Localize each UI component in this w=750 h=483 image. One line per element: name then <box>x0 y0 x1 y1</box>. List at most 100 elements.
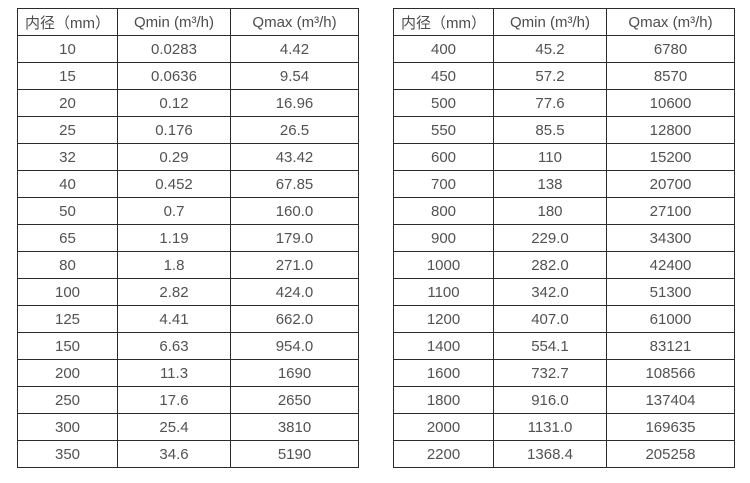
qmax-cell: 34300 <box>606 224 735 252</box>
table-row: 65 1.19 179.0 <box>17 224 359 252</box>
qmin-cell: 2.82 <box>117 278 231 306</box>
qmax-cell: 954.0 <box>230 332 359 360</box>
table-row: 900 229.0 34300 <box>393 224 735 252</box>
qmin-cell: 45.2 <box>493 35 607 63</box>
qmin-cell: 17.6 <box>117 386 231 414</box>
qmax-header: Qmax (m³/h) <box>606 8 735 36</box>
diameter-cell: 500 <box>393 89 494 117</box>
table-row: 1000 282.0 42400 <box>393 251 735 279</box>
qmin-cell: 0.29 <box>117 143 231 171</box>
diameter-cell: 65 <box>17 224 118 252</box>
table-row: 40 0.452 67.85 <box>17 170 359 198</box>
table-row: 25 0.176 26.5 <box>17 116 359 144</box>
diameter-cell: 1600 <box>393 359 494 387</box>
qmax-header: Qmax (m³/h) <box>230 8 359 36</box>
qmin-cell: 4.41 <box>117 305 231 333</box>
diameter-cell: 350 <box>17 440 118 468</box>
table-row: 300 25.4 3810 <box>17 413 359 441</box>
qmin-cell: 342.0 <box>493 278 607 306</box>
header-row: 内径（mm） Qmin (m³/h) Qmax (m³/h) <box>393 8 735 36</box>
table-row: 125 4.41 662.0 <box>17 305 359 333</box>
qmax-cell: 271.0 <box>230 251 359 279</box>
diameter-cell: 550 <box>393 116 494 144</box>
diameter-header: 内径（mm） <box>393 8 494 36</box>
table-row: 50 0.7 160.0 <box>17 197 359 225</box>
qmax-cell: 6780 <box>606 35 735 63</box>
qmin-cell: 85.5 <box>493 116 607 144</box>
qmin-cell: 0.7 <box>117 197 231 225</box>
table-row: 500 77.6 10600 <box>393 89 735 117</box>
qmax-cell: 108566 <box>606 359 735 387</box>
diameter-cell: 800 <box>393 197 494 225</box>
qmin-cell: 180 <box>493 197 607 225</box>
qmin-cell: 0.452 <box>117 170 231 198</box>
qmax-cell: 2650 <box>230 386 359 414</box>
qmin-cell: 229.0 <box>493 224 607 252</box>
table-row: 2000 1131.0 169635 <box>393 413 735 441</box>
diameter-cell: 1200 <box>393 305 494 333</box>
qmin-cell: 34.6 <box>117 440 231 468</box>
qmin-cell: 25.4 <box>117 413 231 441</box>
qmax-cell: 169635 <box>606 413 735 441</box>
table-row: 100 2.82 424.0 <box>17 278 359 306</box>
qmax-cell: 15200 <box>606 143 735 171</box>
qmin-cell: 77.6 <box>493 89 607 117</box>
diameter-cell: 1400 <box>393 332 494 360</box>
qmax-cell: 137404 <box>606 386 735 414</box>
diameter-header: 内径（mm） <box>17 8 118 36</box>
qmax-cell: 42400 <box>606 251 735 279</box>
table-row: 1100 342.0 51300 <box>393 278 735 306</box>
qmax-cell: 61000 <box>606 305 735 333</box>
table-row: 600 110 15200 <box>393 143 735 171</box>
qmin-header: Qmin (m³/h) <box>117 8 231 36</box>
diameter-cell: 1100 <box>393 278 494 306</box>
qmax-cell: 205258 <box>606 440 735 468</box>
table-row: 80 1.8 271.0 <box>17 251 359 279</box>
table-row: 1400 554.1 83121 <box>393 332 735 360</box>
table-row: 350 34.6 5190 <box>17 440 359 468</box>
diameter-cell: 1800 <box>393 386 494 414</box>
qmax-cell: 1690 <box>230 359 359 387</box>
qmin-cell: 554.1 <box>493 332 607 360</box>
table-row: 450 57.2 8570 <box>393 62 735 90</box>
diameter-cell: 1000 <box>393 251 494 279</box>
table-row: 150 6.63 954.0 <box>17 332 359 360</box>
table-row: 1600 732.7 108566 <box>393 359 735 387</box>
qmax-cell: 8570 <box>606 62 735 90</box>
qmax-cell: 3810 <box>230 413 359 441</box>
qmin-cell: 138 <box>493 170 607 198</box>
diameter-cell: 2000 <box>393 413 494 441</box>
diameter-cell: 20 <box>17 89 118 117</box>
table-row: 800 180 27100 <box>393 197 735 225</box>
qmax-cell: 16.96 <box>230 89 359 117</box>
diameter-cell: 150 <box>17 332 118 360</box>
diameter-cell: 25 <box>17 116 118 144</box>
diameter-cell: 600 <box>393 143 494 171</box>
diameter-cell: 700 <box>393 170 494 198</box>
diameter-cell: 250 <box>17 386 118 414</box>
diameter-cell: 2200 <box>393 440 494 468</box>
table-row: 250 17.6 2650 <box>17 386 359 414</box>
qmax-cell: 179.0 <box>230 224 359 252</box>
table-row: 700 138 20700 <box>393 170 735 198</box>
qmin-cell: 1.8 <box>117 251 231 279</box>
diameter-cell: 40 <box>17 170 118 198</box>
qmin-header: Qmin (m³/h) <box>493 8 607 36</box>
qmax-cell: 160.0 <box>230 197 359 225</box>
flow-table-right: 内径（mm） Qmin (m³/h) Qmax (m³/h) 400 45.2 6780… <box>393 8 735 468</box>
qmax-cell: 4.42 <box>230 35 359 63</box>
qmin-cell: 407.0 <box>493 305 607 333</box>
qmax-cell: 83121 <box>606 332 735 360</box>
qmax-cell: 26.5 <box>230 116 359 144</box>
table-row: 200 11.3 1690 <box>17 359 359 387</box>
diameter-cell: 15 <box>17 62 118 90</box>
diameter-cell: 125 <box>17 305 118 333</box>
table-row: 2200 1368.4 205258 <box>393 440 735 468</box>
diameter-cell: 50 <box>17 197 118 225</box>
qmax-cell: 10600 <box>606 89 735 117</box>
qmax-cell: 43.42 <box>230 143 359 171</box>
qmin-cell: 1368.4 <box>493 440 607 468</box>
table-row: 32 0.29 43.42 <box>17 143 359 171</box>
qmin-cell: 1131.0 <box>493 413 607 441</box>
qmin-cell: 110 <box>493 143 607 171</box>
